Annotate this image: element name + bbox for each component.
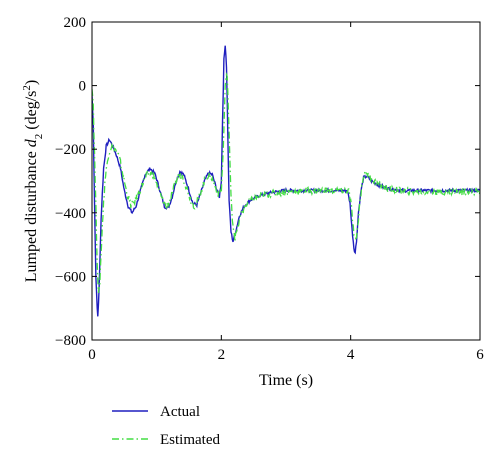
y-axis-label-var: d: [23, 138, 40, 147]
plot-area: [92, 45, 480, 317]
y-tick-label: 200: [64, 15, 87, 31]
series-line-estimated: [92, 72, 480, 293]
y-axis-label-prefix: Lumped disturbance: [23, 147, 40, 282]
plot-frame: [91, 21, 481, 341]
y-axis-label: Lumped disturbance d2 (deg/s2): [21, 80, 45, 283]
legend: Actual Estimated: [112, 404, 220, 448]
y-tick-label: −400: [55, 206, 86, 222]
y-axis-label-units-close: ): [23, 80, 40, 85]
x-tick-label: 0: [88, 347, 96, 363]
y-tick-label: −200: [55, 142, 86, 158]
x-tick-label: 6: [476, 347, 484, 363]
axes: 0 2 4 6 200 0 −200 −400 −600 −800: [55, 15, 484, 363]
x-tick-label: 4: [347, 347, 355, 363]
y-axis-label-units-sup: 2: [21, 85, 33, 91]
y-tick-label: 0: [79, 79, 87, 95]
legend-label-actual: Actual: [160, 404, 200, 420]
series-line-actual: [92, 45, 480, 317]
y-tick-label: −600: [55, 269, 86, 285]
legend-label-estimated: Estimated: [160, 432, 220, 448]
y-axis-label-units: (deg/s: [23, 91, 40, 134]
y-axis-label-sub: 2: [33, 134, 45, 140]
y-tick-label: −800: [55, 333, 86, 349]
x-axis-label: Time (s): [259, 372, 313, 389]
x-tick-label: 2: [218, 347, 226, 363]
